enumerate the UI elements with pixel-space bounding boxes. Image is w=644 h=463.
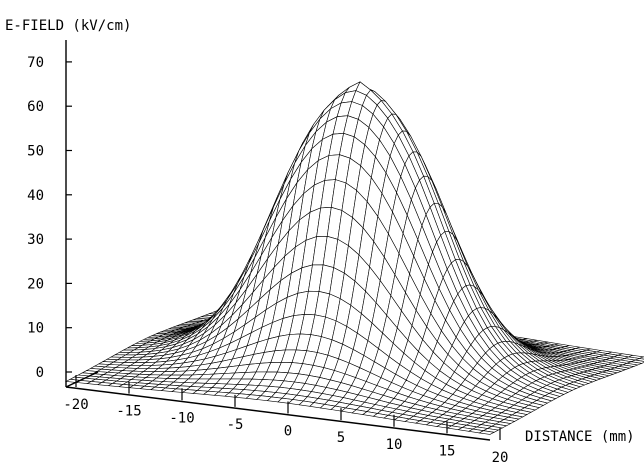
x-tick-label: 20 <box>492 450 509 463</box>
axis-labels: E-FIELD (kV/cm) DISTANCE (mm) 0 10 20 30 40 5… <box>5 18 635 463</box>
z-tick-label: 60 <box>27 99 44 115</box>
z-tick-label: 40 <box>27 188 44 204</box>
z-tick-marks <box>66 61 72 373</box>
z-tick-label: 30 <box>27 232 44 248</box>
z-tick-label: 20 <box>27 276 44 292</box>
z-tick-label: 10 <box>27 321 44 337</box>
x-tick-label: 0 <box>284 424 292 440</box>
x-tick-marks <box>75 375 501 440</box>
z-tick-labels: 0 10 20 30 40 50 60 70 <box>27 55 44 381</box>
y-axis-title: E-FIELD (kV/cm) <box>5 18 131 34</box>
x-tick-label: -20 <box>63 397 88 413</box>
x-tick-label: -5 <box>227 417 244 433</box>
surface-cell <box>478 430 496 435</box>
x-tick-label: -10 <box>169 410 194 426</box>
x-tick-label: 5 <box>337 430 345 446</box>
x-axis-title: DISTANCE (mm) <box>525 429 635 445</box>
x-tick-label: -15 <box>116 404 141 420</box>
z-base-axis-line <box>65 371 99 388</box>
x-tick-label: 15 <box>439 443 456 459</box>
axes <box>65 40 501 441</box>
z-tick-label: 50 <box>27 144 44 160</box>
x-tick-labels: -20 -15 -10 -5 0 5 10 15 20 <box>63 397 508 463</box>
x-tick-label: 10 <box>386 437 403 453</box>
z-tick-label: 0 <box>36 365 44 381</box>
surface-mesh <box>64 81 644 435</box>
x-axis-line <box>65 386 491 441</box>
z-tick-label: 70 <box>27 55 44 71</box>
